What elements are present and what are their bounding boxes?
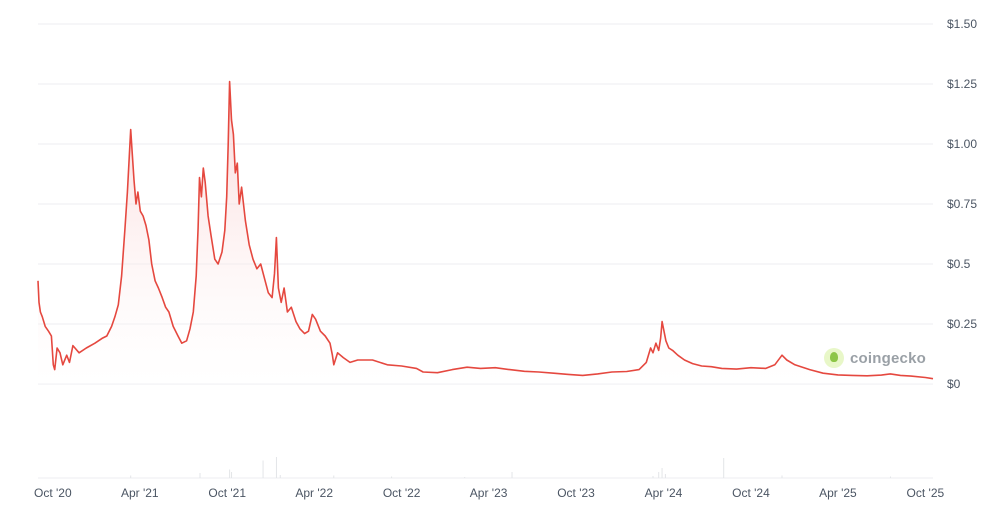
volume-bar [652, 476, 654, 478]
y-tick-label: $0.5 [947, 257, 971, 271]
x-tick-label: Oct '20 [34, 486, 72, 500]
y-tick-label: $1.00 [947, 137, 977, 151]
volume-bar [658, 472, 660, 478]
volume-bar [229, 469, 231, 478]
volume-bar [723, 458, 725, 478]
x-tick-label: Apr '22 [295, 486, 333, 500]
volume-bar [333, 475, 335, 478]
volume-bar [511, 472, 513, 478]
volume-bar [262, 460, 264, 478]
price-line [37, 80, 934, 380]
y-tick-label: $1.25 [947, 77, 977, 91]
x-tick-label: Apr '25 [819, 486, 857, 500]
y-axis-ticks: $0 $0.25 $0.5 $0.75 $1.00 $1.25 $1.50 [947, 17, 977, 391]
volume-bar [889, 476, 891, 478]
y-tick-label: $0 [947, 377, 961, 391]
x-tick-label: Oct '22 [383, 486, 421, 500]
volume-bar [781, 475, 783, 478]
y-tick-label: $0.25 [947, 317, 977, 331]
x-tick-label: Apr '24 [645, 486, 683, 500]
y-tick-label: $0.75 [947, 197, 977, 211]
x-tick-label: Apr '21 [121, 486, 159, 500]
watermark-text: coingecko [850, 349, 926, 367]
volume-bar [464, 477, 466, 478]
volume-bar [275, 457, 277, 478]
x-tick-label: Oct '23 [557, 486, 595, 500]
x-tick-label: Oct '25 [907, 486, 945, 500]
volume-bars [130, 457, 891, 478]
price-area-fill [38, 81, 933, 384]
x-tick-label: Oct '21 [208, 486, 246, 500]
x-tick-label: Apr '23 [470, 486, 508, 500]
volume-bar [199, 473, 201, 478]
gridlines [38, 23, 933, 479]
volume-bar [664, 474, 666, 478]
y-tick-label: $1.50 [947, 17, 977, 31]
volume-bar [661, 468, 663, 478]
volume-bar [391, 476, 393, 478]
coingecko-watermark: coingecko [824, 348, 926, 368]
volume-bar [130, 475, 132, 478]
gecko-logo-icon [824, 348, 844, 368]
x-tick-label: Oct '24 [732, 486, 770, 500]
volume-bar [279, 475, 281, 478]
x-axis-ticks: Oct '20 Apr '21 Oct '21 Apr '22 Oct '22 Apr '… [34, 486, 945, 500]
volume-bar [231, 472, 233, 478]
